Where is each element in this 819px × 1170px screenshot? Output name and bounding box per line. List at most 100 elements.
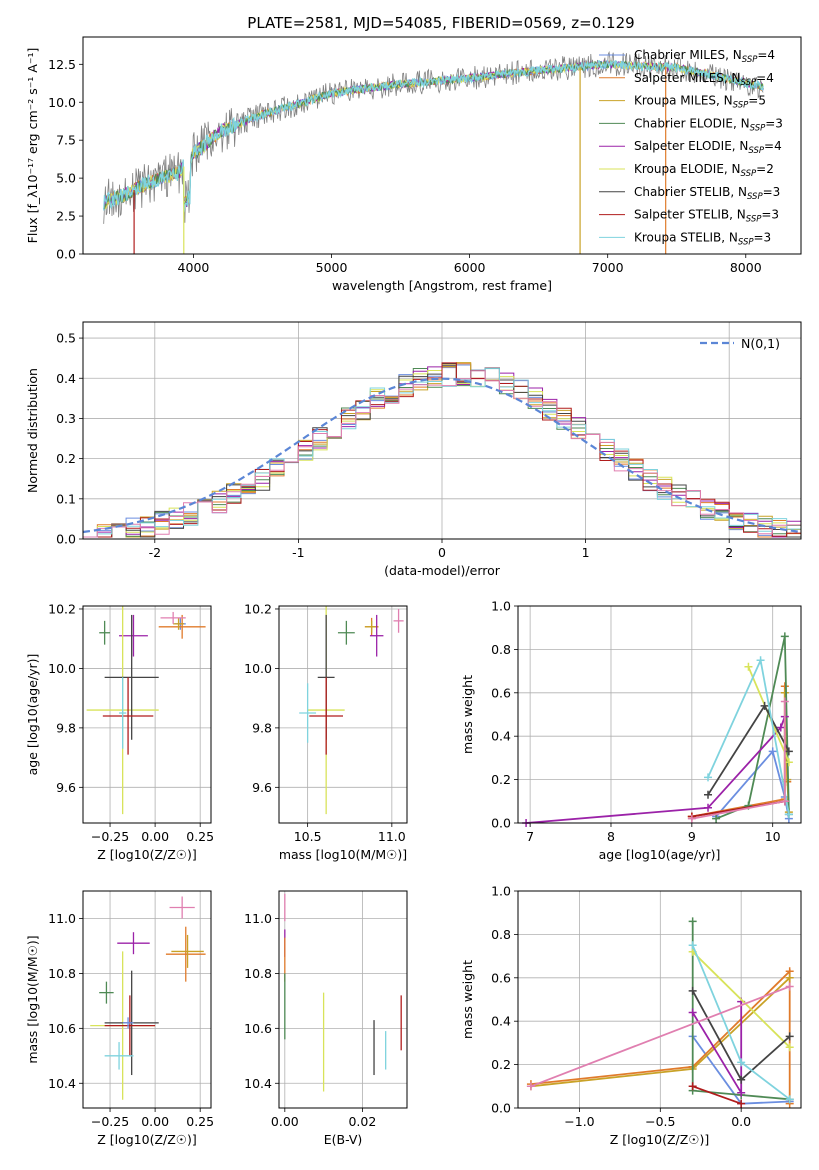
x-tick-label: 10.5 (294, 829, 322, 844)
weight-marker (756, 656, 765, 665)
x-tick-label: 0.02 (348, 1114, 376, 1129)
legend-label: Kroupa MILES, NSSP=5 (634, 94, 766, 111)
weight-marker (785, 973, 794, 982)
y-tick-label: 9.8 (252, 720, 272, 735)
weight-marker (737, 1058, 746, 1067)
normal-curve (82, 377, 802, 534)
y-tick-label: 1.0 (491, 599, 511, 614)
y-tick-label: 0.5 (56, 331, 76, 346)
weight-marker (688, 1082, 697, 1091)
legend-label: Kroupa ELODIE, NSSP=2 (634, 162, 774, 179)
weight-marker (760, 701, 769, 710)
y-tick-label: 7.5 (56, 133, 76, 148)
weight-line (715, 636, 790, 820)
x-axis-label: Z [log10(Z/Z☉)] (610, 1132, 710, 1147)
histogram-step (82, 368, 801, 539)
legend-label: N(0,1) (741, 336, 780, 351)
y-tick-label: 0.8 (491, 642, 511, 657)
y-tick-label: 11.0 (244, 911, 272, 926)
y-axis-label: mass weight (460, 960, 475, 1039)
x-tick-label: 6000 (454, 260, 486, 275)
y-tick-label: 0.2 (491, 772, 511, 787)
y-tick-label: 0.0 (491, 816, 511, 831)
weight-marker (688, 986, 697, 995)
x-tick-label: -2 (149, 545, 161, 560)
legend-label: Kroupa STELIB, NSSP=3 (634, 230, 771, 247)
weight-marker (780, 688, 789, 697)
x-axis-label: E(B-V) (324, 1132, 363, 1147)
legend-label: Salpeter STELIB, NSSP=3 (634, 208, 779, 225)
legend-label: Chabrier STELIB, NSSP=3 (634, 185, 780, 202)
y-tick-label: 10.2 (244, 601, 272, 616)
weight-marker (785, 1043, 794, 1052)
spectrum-panel: 4000 5000 6000 7000 8000 0.0 2.5 5.0 7.5 10.0 12.5… (25, 36, 802, 293)
weight-marker (768, 747, 777, 756)
mass-vs-ebv-panel: 0.00 0.02 10.4 10.6 10.8 11.0 E(B-V) (244, 890, 408, 1147)
x-tick-label: 0.25 (186, 1114, 214, 1129)
x-axis-label: Z [log10(Z/Z☉)] (97, 847, 197, 862)
y-tick-label: 9.6 (56, 780, 76, 795)
x-tick-label: −0.25 (91, 1114, 129, 1129)
y-tick-label: 0.8 (491, 927, 511, 942)
x-tick-label: −0.25 (91, 829, 129, 844)
x-tick-label: 0.0 (731, 1114, 751, 1129)
y-tick-label: 0.4 (56, 371, 76, 386)
weight-marker (704, 803, 713, 812)
legend-label: Chabrier MILES, NSSP=4 (634, 48, 775, 65)
y-tick-label: 0.2 (491, 1057, 511, 1072)
y-tick-label: 0.6 (491, 970, 511, 985)
y-axis-label: Flux [f_λ10⁻¹⁷ erg cm⁻² s⁻¹ A⁻¹] (25, 48, 40, 244)
y-tick-label: 10.0 (48, 661, 76, 676)
legend-label: Salpeter MILES, NSSP=4 (634, 71, 774, 88)
weight-marker (744, 662, 753, 671)
x-tick-label: 11.0 (378, 829, 406, 844)
x-tick-label: 0.25 (186, 829, 214, 844)
x-axis-label: age [log10(age/yr)] (599, 847, 721, 862)
y-tick-label: 0.1 (56, 491, 76, 506)
axes-frame (278, 890, 408, 1109)
x-tick-label: −0.5 (645, 1114, 675, 1129)
x-tick-label: 0.00 (271, 1114, 299, 1129)
weight-line (692, 951, 791, 1048)
weight-marker (737, 1075, 746, 1084)
weight-marker (704, 773, 713, 782)
weight-vs-age-panel: 7 8 9 10 0.0 0.2 0.4 0.6 0.8 1.0 age [log10(age/yr… (460, 599, 802, 862)
weight-marker (784, 758, 793, 767)
weight-marker (780, 697, 789, 706)
weight-marker (526, 1082, 535, 1091)
y-tick-label: 0.0 (491, 1101, 511, 1116)
weight-marker (737, 1099, 746, 1108)
y-tick-label: 12.5 (48, 57, 76, 72)
weight-line (530, 985, 791, 1088)
legend-label: Salpeter ELODIE, NSSP=4 (634, 139, 782, 156)
x-tick-label: 9 (688, 829, 696, 844)
y-tick-label: 10.8 (244, 966, 272, 981)
residuals-panel: -2 -1 0 1 2 0.0 0.1 0.2 0.3 0.4 0.5 (data-model)/er… (25, 321, 802, 578)
x-tick-label: 2 (725, 545, 733, 560)
y-tick-label: 10.8 (48, 966, 76, 981)
x-tick-label: 8 (607, 829, 615, 844)
weight-marker (785, 1095, 794, 1104)
y-tick-label: 11.0 (48, 911, 76, 926)
legend-label: Chabrier ELODIE, NSSP=3 (634, 116, 783, 133)
weight-marker (785, 1032, 794, 1041)
y-tick-label: 0.0 (56, 532, 76, 547)
y-axis-label: mass weight (460, 675, 475, 754)
weight-line (526, 716, 786, 824)
spectrum-line (103, 59, 764, 213)
weight-line (691, 921, 790, 1101)
y-tick-label: 1.0 (491, 884, 511, 899)
weight-marker (688, 917, 697, 926)
x-axis-label: (data-model)/error (384, 563, 501, 578)
weight-marker (784, 810, 793, 819)
x-axis-label: Z [log10(Z/Z☉)] (97, 1132, 197, 1147)
x-tick-label: 0.00 (141, 1114, 169, 1129)
x-tick-label: 0.00 (141, 829, 169, 844)
x-tick-label: 5000 (316, 260, 348, 275)
age-vs-z-panel: −0.25 0.00 0.25 9.6 9.8 10.0 10.2 Z [log10(Z/Z☉… (25, 601, 214, 862)
y-tick-label: 10.2 (48, 601, 76, 616)
y-tick-label: 0.0 (56, 247, 76, 262)
x-tick-label: 0 (438, 545, 446, 560)
weight-line (707, 657, 790, 815)
